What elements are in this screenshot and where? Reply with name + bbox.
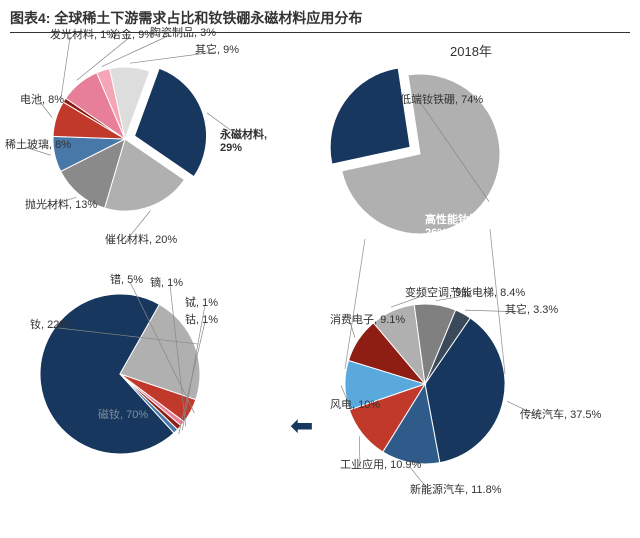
slice-label: 其它, 9% (195, 44, 239, 57)
slice-label: 冶金, 9% (110, 29, 154, 42)
slice-label: 节能电梯, 8.4% (450, 287, 525, 300)
slice-label: 风电, 10% (330, 399, 380, 412)
year-label: 2018年 (450, 44, 492, 60)
slice-label: 磁钕, 70% (98, 409, 148, 422)
slice-label: 其它, 3.3% (505, 304, 558, 317)
slice-label: 镝, 1% (150, 277, 183, 290)
slice-label: 钕, 22% (30, 319, 69, 332)
pie-canvas (10, 39, 630, 519)
slice-label: 电池, 8% (20, 94, 64, 107)
slice-label: 低端钕铁硼, 74% (400, 94, 483, 107)
slice-label: 高性能钕铁硼,26% (425, 214, 494, 240)
slice-label: 新能源汽车, 11.8% (410, 484, 502, 497)
slice-label: 永磁材料,29% (220, 129, 267, 155)
slice-label: 抛光材料, 13% (25, 199, 97, 212)
slice-label: 陶瓷制品, 3% (150, 27, 216, 40)
pie-slice (330, 68, 410, 164)
left-arrow-icon: ⬅ (290, 409, 313, 442)
charts-area: 2018年 永磁材料,29%催化材料, 20%抛光材料, 13%稀土玻璃, 8%… (10, 39, 630, 519)
slice-label: 催化材料, 20% (105, 234, 177, 247)
slice-label: 工业应用, 10.9% (340, 459, 421, 472)
slice-label: 稀土玻璃, 8% (5, 139, 71, 152)
slice-label: 铽, 1% (185, 297, 218, 310)
slice-label: 消费电子, 9.1% (330, 314, 405, 327)
slice-label: 钴, 1% (185, 314, 218, 327)
slice-label: 镨, 5% (110, 274, 143, 287)
slice-label: 传统汽车, 37.5% (520, 409, 601, 422)
slice-label: 发光材料, 1% (50, 29, 116, 42)
